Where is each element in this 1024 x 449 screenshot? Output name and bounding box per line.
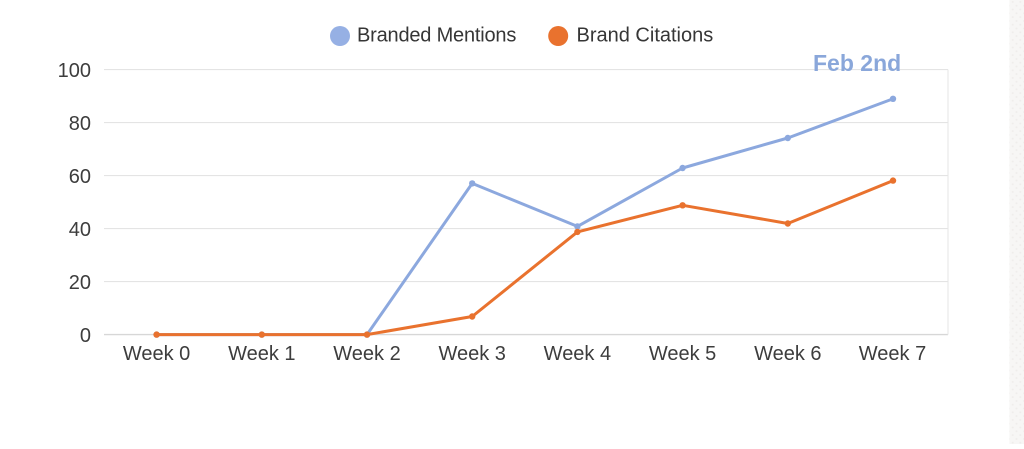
svg-text:0: 0 — [80, 325, 91, 347]
svg-text:Week 6: Week 6 — [754, 343, 821, 365]
svg-text:Week 1: Week 1 — [228, 343, 295, 365]
svg-text:Week 4: Week 4 — [544, 343, 611, 365]
svg-text:Branded Mentions: Branded Mentions — [357, 25, 516, 47]
svg-text:Week 5: Week 5 — [649, 343, 716, 365]
svg-text:20: 20 — [69, 272, 91, 294]
svg-text:Week 0: Week 0 — [123, 343, 190, 365]
svg-text:Feb 2nd: Feb 2nd — [813, 50, 901, 76]
svg-text:Week 7: Week 7 — [859, 343, 926, 365]
svg-text:100: 100 — [58, 60, 91, 82]
svg-text:60: 60 — [69, 166, 91, 188]
svg-text:40: 40 — [69, 219, 91, 241]
svg-text:Week 3: Week 3 — [438, 343, 505, 365]
svg-text:80: 80 — [69, 113, 91, 135]
svg-text:Brand Citations: Brand Citations — [577, 25, 714, 47]
svg-text:Week 2: Week 2 — [333, 343, 400, 365]
